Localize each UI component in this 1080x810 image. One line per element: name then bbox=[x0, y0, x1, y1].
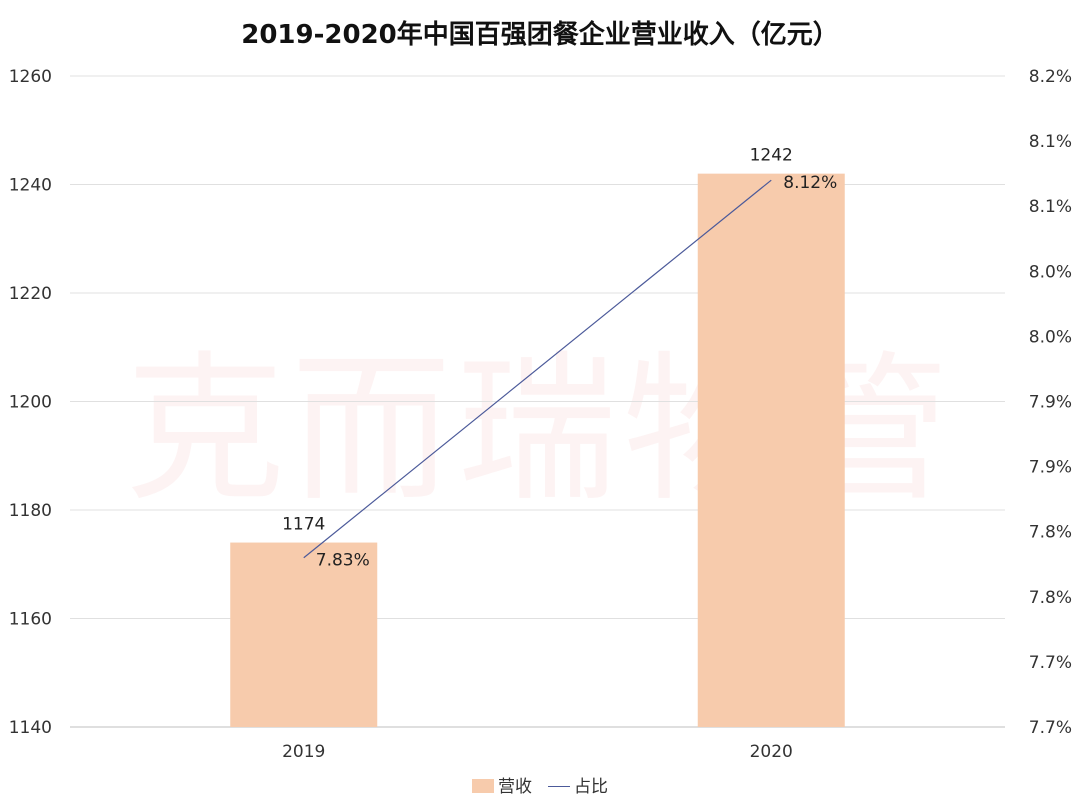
right-tick-label: 8.2% bbox=[1029, 67, 1072, 87]
right-tick-label: 7.9% bbox=[1029, 393, 1072, 413]
bar-value-label: 1174 bbox=[282, 515, 325, 535]
x-tick-label: 2019 bbox=[282, 742, 325, 762]
line-series bbox=[303, 179, 772, 559]
legend-label-line: 占比 bbox=[574, 777, 608, 797]
right-tick-label: 7.8% bbox=[1029, 523, 1072, 543]
left-tick-label: 1220 bbox=[9, 284, 52, 304]
line-value-label: 7.83% bbox=[316, 551, 370, 571]
right-tick-label: 7.7% bbox=[1029, 653, 1072, 673]
bar-value-label: 1242 bbox=[750, 146, 793, 166]
left-axis: 1140 1160 1180 1200 1220 1240 1260 bbox=[9, 67, 52, 738]
legend-label-bar: 营收 bbox=[498, 777, 532, 797]
line-value-label: 8.12% bbox=[783, 173, 837, 193]
data-labels: 1174 1242 7.83% 8.12% bbox=[282, 146, 837, 571]
right-tick-label: 8.0% bbox=[1029, 262, 1072, 282]
bar-series bbox=[230, 173, 845, 727]
chart-title: 2019-2020年中国百强团餐企业营业收入（亿元） bbox=[241, 20, 839, 50]
right-tick-label: 8.1% bbox=[1029, 132, 1072, 152]
x-axis: 2019 2020 bbox=[282, 742, 793, 762]
legend-swatch-bar bbox=[472, 779, 494, 793]
right-tick-label: 8.0% bbox=[1029, 327, 1072, 347]
bar bbox=[697, 173, 845, 727]
legend: 营收 占比 bbox=[0, 772, 1080, 797]
right-axis: 7.7% 7.7% 7.8% 7.8% 7.9% 7.9% 8.0% 8.0% 8.1% 8.1%… bbox=[1029, 67, 1072, 738]
x-tick-label: 2020 bbox=[750, 742, 793, 762]
series-line bbox=[303, 179, 772, 559]
right-tick-label: 7.8% bbox=[1029, 588, 1072, 608]
left-tick-label: 1200 bbox=[9, 393, 52, 413]
gridlines bbox=[70, 75, 1005, 728]
right-tick-label: 8.1% bbox=[1029, 197, 1072, 217]
right-tick-label: 7.7% bbox=[1029, 718, 1072, 738]
left-tick-label: 1260 bbox=[9, 67, 52, 87]
left-tick-label: 1160 bbox=[9, 610, 52, 630]
left-tick-label: 1240 bbox=[9, 176, 52, 196]
right-tick-label: 7.9% bbox=[1029, 458, 1072, 478]
bar bbox=[230, 542, 378, 727]
left-tick-label: 1140 bbox=[9, 718, 52, 738]
legend-swatch-line bbox=[548, 786, 570, 787]
left-tick-label: 1180 bbox=[9, 501, 52, 521]
